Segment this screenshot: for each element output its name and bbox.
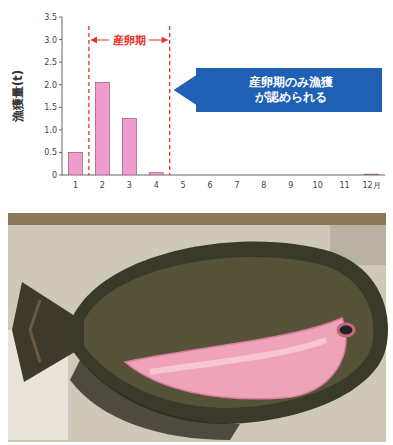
y-axis xyxy=(62,17,63,175)
y-tick-label: 2.0 xyxy=(44,81,57,90)
label-patch xyxy=(109,33,149,48)
fin-shadow xyxy=(70,360,240,440)
bar xyxy=(68,152,82,175)
x-tick-label: 5 xyxy=(181,181,186,190)
bar xyxy=(365,174,379,175)
bar xyxy=(338,175,352,176)
x-tick-label: 4 xyxy=(154,181,159,190)
y-tick-label: 0.5 xyxy=(44,148,57,157)
y-tick-label: 3.5 xyxy=(44,13,57,22)
callout-wrap: 産卵期のみ漁獲が認められる xyxy=(200,68,382,112)
bar xyxy=(176,175,190,176)
bar xyxy=(311,175,325,176)
figure: 漁獲量(t) 0 0.5 1.0 1.5 2.0 2.5 3.0 3.5 1 2 3 4 5 6 7 8 9 10 1… xyxy=(0,0,393,445)
x-tick-label: 3 xyxy=(127,181,132,190)
x-tick-label: 1 xyxy=(73,181,78,190)
period-boundary xyxy=(169,26,170,175)
period-boundary xyxy=(88,26,89,175)
x-tick-label: 9 xyxy=(288,181,293,190)
period-label: 産卵期 xyxy=(112,34,146,47)
x-tick-label: 10 xyxy=(313,181,323,190)
bar xyxy=(122,119,136,175)
x-tick-label: 2 xyxy=(100,181,105,190)
fish-tail xyxy=(12,282,78,382)
page: 漁獲量(t) 0 0.5 1.0 1.5 2.0 2.5 3.0 3.5 1 2 3 4 5 6 7 8 9 10 1… xyxy=(0,0,393,445)
y-tick-label: 2.5 xyxy=(44,58,57,67)
bar xyxy=(203,175,217,176)
x-tick-label: 12月 xyxy=(362,181,380,190)
bar xyxy=(230,175,244,176)
arrow-head xyxy=(91,37,97,44)
y-tick-label: 3.0 xyxy=(44,36,57,45)
fish-eye xyxy=(338,324,354,336)
roe-highlight xyxy=(150,340,326,372)
y-axis-title: 漁獲量(t) xyxy=(11,70,25,124)
fish-body xyxy=(84,257,373,408)
bar xyxy=(257,175,271,176)
x-tick-label: 8 xyxy=(261,181,266,190)
callout-box xyxy=(196,68,382,112)
y-tick-label: 1.5 xyxy=(44,103,57,112)
x-axis xyxy=(62,175,385,176)
fish-roe xyxy=(125,318,346,399)
x-tick-label: 6 xyxy=(207,181,212,190)
y-tick-label: 0 xyxy=(52,171,57,180)
arrow-head xyxy=(162,37,168,44)
tail-mark xyxy=(30,300,40,362)
bar xyxy=(95,82,109,175)
photo xyxy=(8,213,388,442)
bar xyxy=(284,175,298,176)
bar xyxy=(149,173,163,175)
x-tick-label: 7 xyxy=(234,181,239,190)
x-tick-label: 11 xyxy=(340,181,350,190)
board-edge xyxy=(8,213,386,225)
y-tick-label: 1.0 xyxy=(44,126,57,135)
callout-arrow xyxy=(174,74,198,106)
callout-text: 産卵期のみ漁獲が認められる xyxy=(247,75,335,105)
callout-holder: 産卵期のみ漁獲が認められる xyxy=(200,68,382,112)
